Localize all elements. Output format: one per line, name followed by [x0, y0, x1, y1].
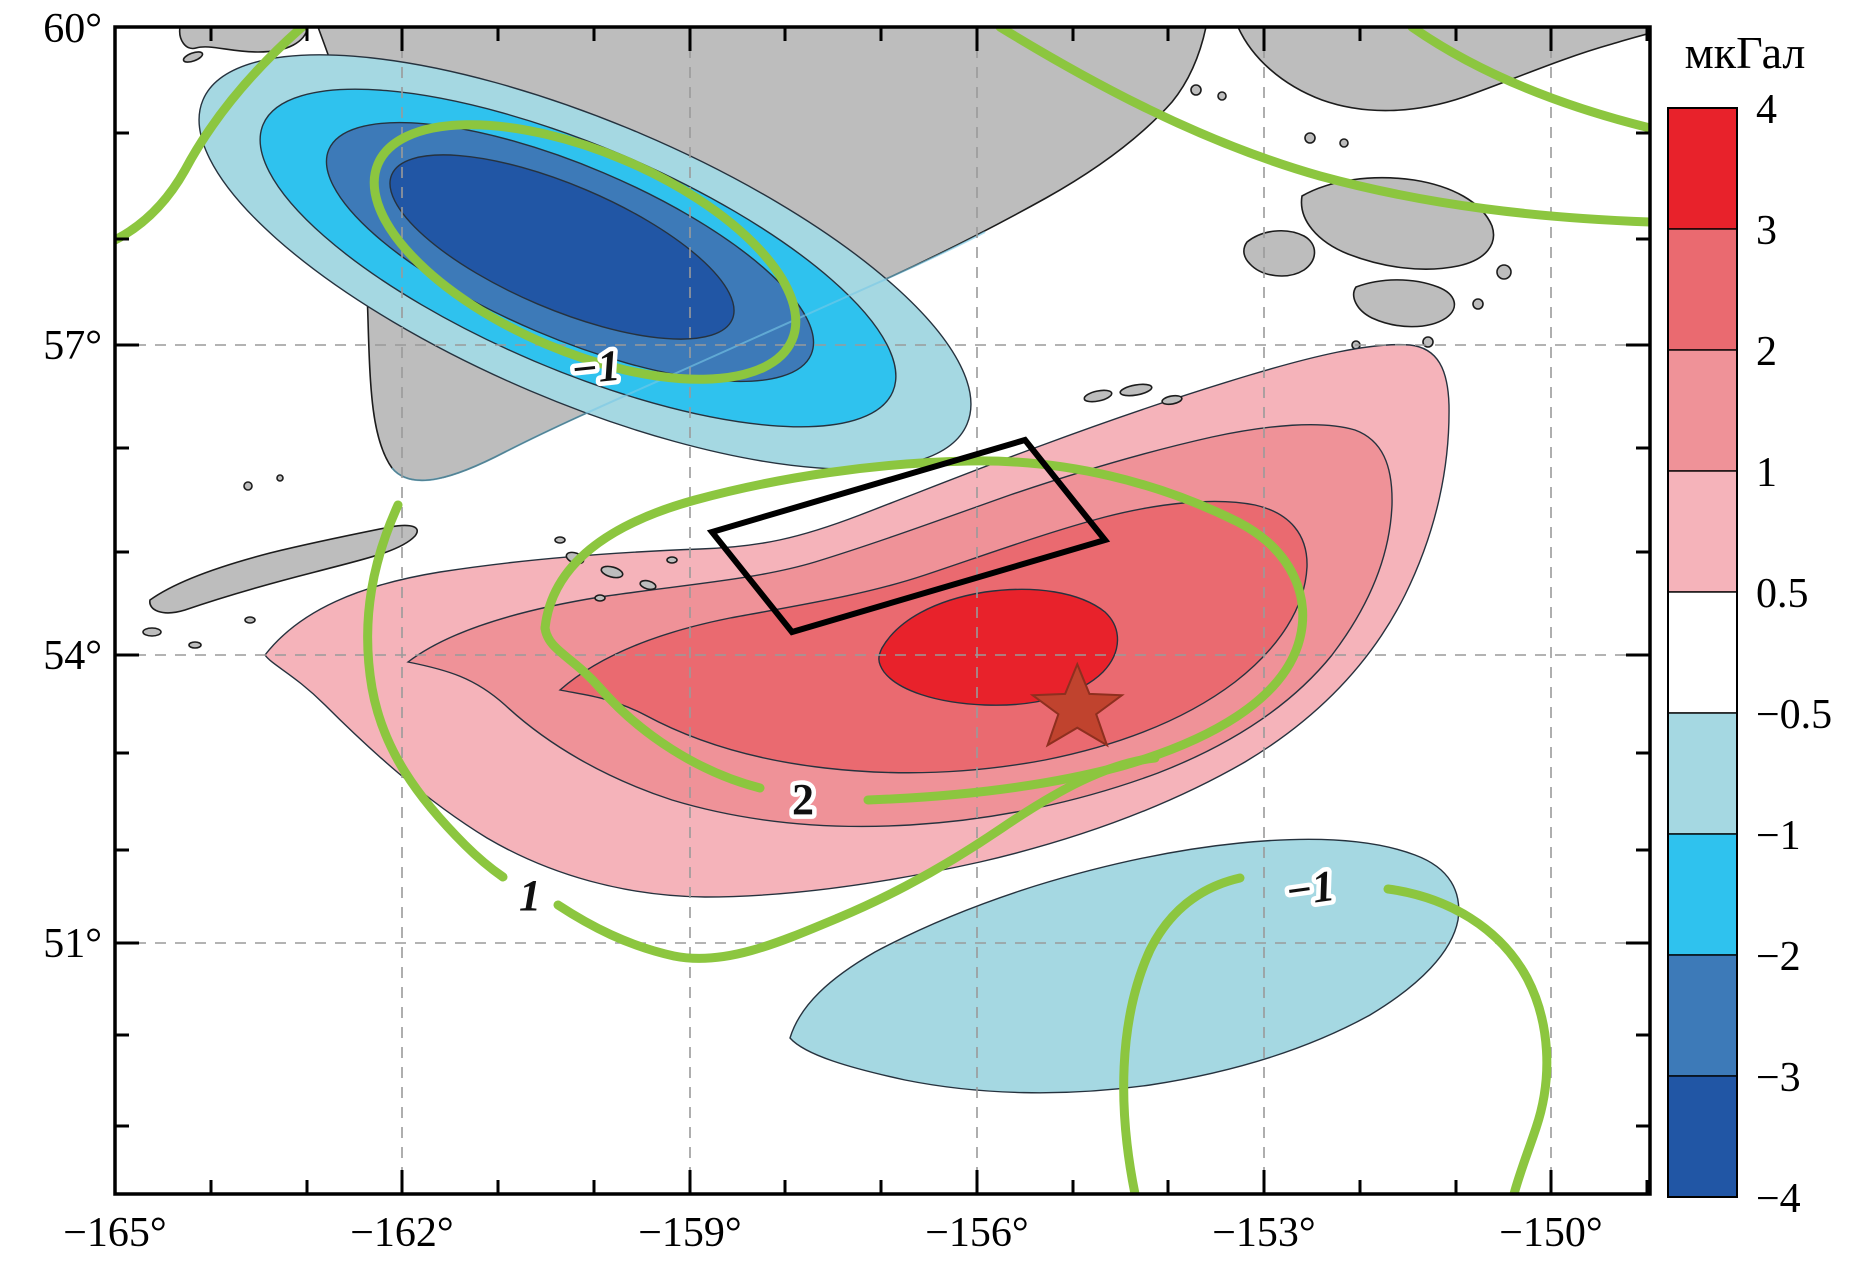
colorbar-tick-label: 2 [1756, 329, 1777, 375]
contour-label-2: 2 [792, 775, 814, 824]
colorbar-tick-label: −3 [1756, 1055, 1801, 1101]
islet [277, 475, 283, 481]
contour-label-1: 1 [519, 871, 541, 920]
semidi-islets [1083, 382, 1182, 405]
islet-northwest-fragment [182, 50, 204, 64]
sitkalidak-island [1354, 280, 1455, 327]
x-label-150: −150° [1499, 1210, 1602, 1256]
colorbar-tick-label: −1 [1756, 813, 1801, 859]
islet [1340, 139, 1348, 147]
islet [1119, 382, 1152, 397]
colorbar-segment [1668, 471, 1737, 592]
x-label-159: −159° [638, 1210, 741, 1256]
islet [1191, 85, 1201, 95]
y-label-54: 54° [43, 633, 102, 679]
islet [1473, 299, 1483, 309]
afognak-island [1244, 231, 1315, 276]
colorbar: мкГал 4 3 2 1 0.5 −0.5 −1 −2 −3 −4 [1668, 27, 1832, 1222]
x-label-156: −156° [925, 1210, 1028, 1256]
kenai-mainland [1238, 27, 1650, 111]
colorbar-tick-label: −4 [1756, 1176, 1801, 1222]
colorbar-unit-title: мкГал [1685, 27, 1806, 78]
colorbar-segment [1668, 713, 1737, 834]
y-label-51: 51° [43, 921, 102, 967]
y-axis-labels: 60° 57° 54° 51° [43, 6, 102, 967]
kodiak-archipelago [1191, 85, 1511, 349]
colorbar-segment [1668, 1076, 1737, 1197]
colorbar-tick-label: −0.5 [1756, 692, 1832, 738]
x-label-162: −162° [350, 1210, 453, 1256]
figure-root: −1 2 1 −1 60° 57° 54° 51° −165° −162° −1… [0, 0, 1859, 1276]
colorbar-segment [1668, 592, 1737, 713]
colorbar-tick-label: 1 [1756, 450, 1777, 496]
colorbar-segment [1668, 955, 1737, 1076]
islet [1083, 388, 1112, 404]
colorbar-tick-label: −2 [1756, 934, 1801, 980]
contour-label-minus1-blue: −1 [569, 341, 623, 395]
islet [244, 482, 252, 490]
islet [1497, 265, 1511, 279]
colorbar-segment [1668, 108, 1737, 229]
map-area: −1 2 1 −1 [115, 0, 1650, 1194]
islet [595, 595, 605, 601]
y-label-57: 57° [43, 323, 102, 369]
islet [1218, 92, 1226, 100]
x-label-165: −165° [63, 1210, 166, 1256]
islet [667, 557, 677, 563]
x-label-153: −153° [1212, 1210, 1315, 1256]
x-axis-labels: −165° −162° −159° −156° −153° −150° [63, 1210, 1602, 1256]
islet [1305, 133, 1315, 143]
colorbar-segment [1668, 834, 1737, 955]
contour-label-minus1-southeast: −1 [1282, 861, 1337, 916]
colorbar-segment [1668, 350, 1737, 471]
islet [555, 537, 565, 543]
colorbar-segments [1668, 108, 1737, 1197]
colorbar-tick-label: 4 [1756, 87, 1777, 133]
colorbar-tick-label: 0.5 [1756, 571, 1809, 617]
gravity-anomaly-map-svg: −1 2 1 −1 60° 57° 54° 51° −165° −162° −1… [0, 0, 1859, 1276]
islet [189, 642, 201, 648]
colorbar-segment [1668, 229, 1737, 350]
islet [143, 628, 161, 636]
y-label-60: 60° [43, 6, 102, 52]
islet [245, 617, 255, 623]
colorbar-tick-label: 3 [1756, 208, 1777, 254]
colorbar-tick-labels: 4 3 2 1 0.5 −0.5 −1 −2 −3 −4 [1756, 87, 1832, 1222]
